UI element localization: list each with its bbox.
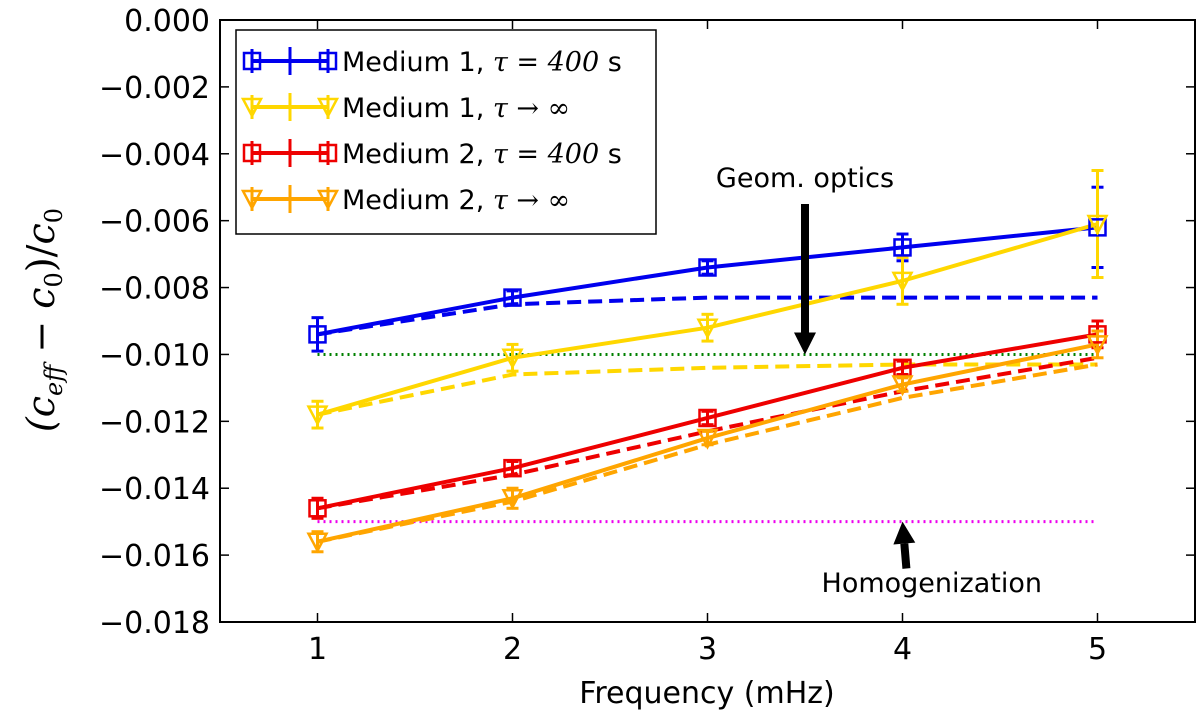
series-3-point [698, 408, 717, 428]
series-2-point [696, 318, 719, 340]
series-2-point [501, 348, 524, 370]
y-tick-label: 0.000 [124, 4, 210, 39]
series-4-point [1086, 335, 1109, 357]
series-2-dashed-line [317, 362, 1098, 417]
series-1-point [698, 258, 717, 277]
series-1-point [893, 238, 912, 257]
legend-marker-left [240, 189, 264, 211]
annotation-label-1: Geom. optics [716, 163, 894, 194]
legend-entry-math: τ = 400 [493, 139, 599, 170]
series-2-point [891, 271, 914, 293]
legend-entry-prefix: Medium 1, [342, 93, 493, 124]
annotation-arrow-head-2 [893, 521, 916, 545]
ylabel-c3: c [19, 223, 63, 244]
legend-entry-prefix: Medium 2, [342, 139, 493, 170]
y-tick-label: −0.012 [99, 405, 210, 440]
y-tick-label: −0.010 [99, 338, 210, 373]
series-3-point [308, 499, 327, 518]
ylabel-sub-0b: 0 [40, 208, 68, 223]
y-tick-label: −0.002 [99, 71, 210, 106]
legend-marker-right [316, 189, 340, 211]
legend-entry-4: Medium 2, τ → ∞ [342, 185, 570, 216]
legend-marker-left [242, 143, 262, 163]
series-4-point [501, 489, 524, 510]
series-markers [306, 214, 1109, 554]
error-bars [311, 169, 1104, 554]
y-tick-label: −0.014 [99, 472, 210, 507]
legend-marker-left [240, 97, 264, 119]
legend-entry-3: Medium 2, τ = 400 s [342, 139, 622, 170]
legend-marker-right [316, 97, 340, 119]
axis-ticks: 1 2 3 4 5 0.000 −0.002 −0.004 −0.006 −0.008 −0.010… [99, 4, 1195, 667]
ylabel-close: )/ [19, 244, 63, 272]
y-tick-label: −0.016 [99, 539, 210, 574]
ylabel-open: ( [19, 416, 63, 432]
y-tick-label: −0.006 [99, 205, 210, 240]
ylabel-c: c [19, 396, 63, 417]
series-3-point [503, 458, 522, 478]
ylabel-sub-eff: eff [40, 361, 68, 396]
series-4-point [696, 428, 719, 450]
ylabel-sub-0: 0 [40, 272, 68, 287]
reference-lines [317, 352, 1098, 524]
series-1-dashed-line [317, 295, 1098, 337]
legend-entry-2: Medium 1, τ → ∞ [342, 93, 570, 124]
y-tick-label: −0.008 [99, 272, 210, 307]
y-axis-label: (ceff − c0)/c0 [19, 208, 68, 432]
series-1-point [308, 325, 327, 344]
ylabel-minus: − [19, 309, 63, 365]
legend-entry-prefix: Medium 2, [342, 185, 493, 216]
legend-entry-prefix: Medium 1, [342, 47, 493, 78]
x-tick-label: 1 [308, 632, 327, 667]
x-axis-label: Frequency (mHz) [579, 676, 834, 711]
legend-entry-suffix: s [599, 139, 622, 170]
legend-entry-math: τ = 400 [493, 47, 599, 78]
y-tick-label: −0.004 [99, 138, 210, 173]
annotation-arrow-head-1 [794, 332, 816, 355]
legend-entry-suffix: s [599, 47, 622, 78]
legend-entry-1: Medium 1, τ = 400 s [342, 47, 622, 78]
series-3-point [1088, 325, 1107, 344]
series-4-point [306, 532, 329, 554]
annotation-label-2: Homogenization [822, 568, 1042, 599]
ylabel-c2: c [19, 287, 63, 308]
x-tick-label: 2 [503, 632, 522, 667]
x-tick-label: 5 [1088, 632, 1107, 667]
series-1-point [503, 288, 522, 307]
series-2-point [306, 405, 329, 427]
series-2-point [1086, 214, 1109, 236]
y-tick-label: −0.018 [99, 606, 210, 641]
legend-marker-right [318, 51, 338, 71]
legend-marker-left [242, 51, 262, 71]
series-4-point [891, 375, 914, 397]
annotations: Geom. optics Homogenization [716, 163, 1042, 599]
legend-entry-math: τ → ∞ [493, 185, 570, 216]
x-tick-label: 3 [698, 632, 717, 667]
x-tick-label: 4 [893, 632, 912, 667]
annotation-arrow-shaft-2 [900, 543, 911, 569]
series-3-dashed-line [317, 355, 1098, 511]
legend-entry-math: τ → ∞ [493, 93, 570, 124]
legend-marker-right [318, 143, 338, 163]
